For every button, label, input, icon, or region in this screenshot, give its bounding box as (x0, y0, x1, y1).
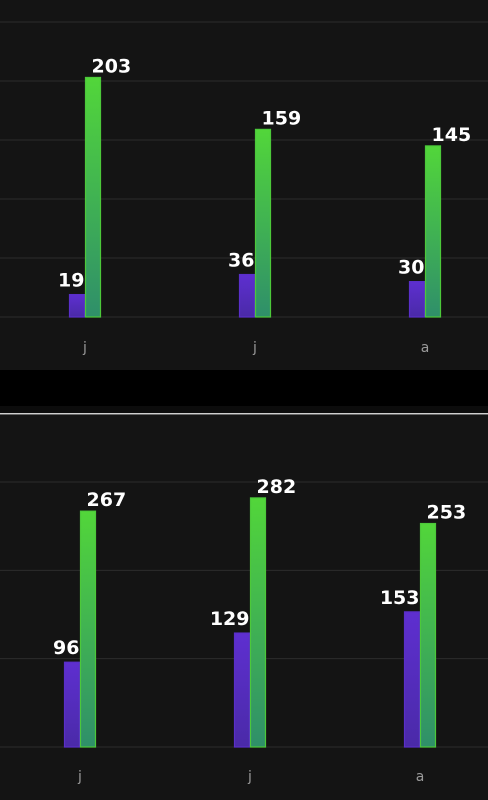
bar (408, 281, 426, 318)
bar (84, 76, 102, 318)
x-tick-label: j (82, 340, 87, 356)
x-tick-label: j (247, 769, 252, 785)
x-tick-label: a (421, 340, 430, 356)
bar (424, 145, 442, 318)
bar (249, 497, 267, 748)
separator (0, 370, 488, 406)
value-label: 129 (210, 608, 250, 630)
x-tick-label: j (252, 340, 257, 356)
value-label: 145 (432, 124, 472, 146)
bar (419, 522, 437, 748)
value-label: 36 (228, 250, 254, 272)
bar (403, 611, 421, 748)
bar (79, 510, 97, 748)
value-label: 203 (92, 55, 132, 77)
bar (63, 661, 81, 748)
value-label: 267 (87, 489, 127, 511)
value-label: 253 (427, 502, 467, 524)
x-tick-label: a (416, 769, 425, 785)
bar (254, 128, 272, 318)
separator (0, 406, 488, 413)
value-label: 159 (262, 107, 302, 129)
value-label: 19 (58, 270, 84, 292)
x-tick-label: j (77, 769, 82, 785)
bar (238, 273, 256, 318)
value-label: 282 (257, 476, 297, 498)
bar (233, 632, 251, 748)
bar (68, 293, 86, 318)
value-label: 153 (380, 587, 420, 609)
value-label: 96 (53, 637, 79, 659)
divider (0, 413, 488, 415)
value-label: 30 (398, 257, 424, 279)
